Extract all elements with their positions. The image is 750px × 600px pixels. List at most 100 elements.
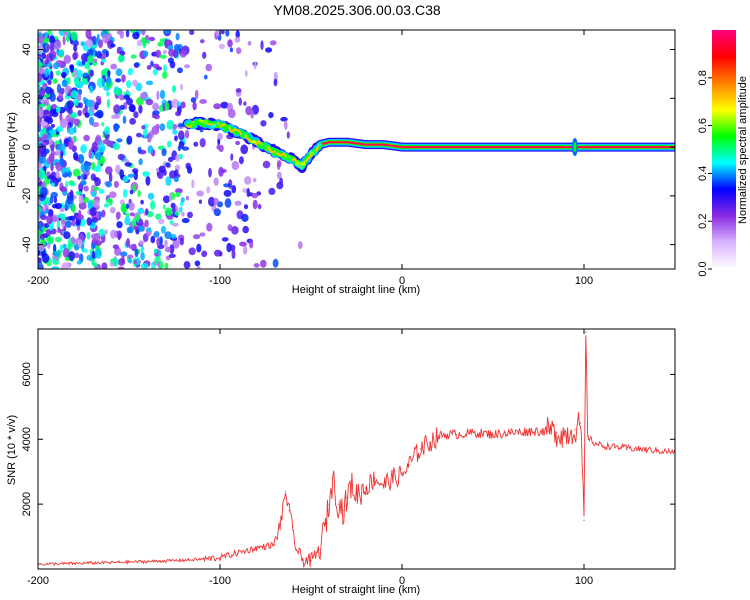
noise-cell [164, 246, 171, 253]
noise-cell [110, 43, 116, 48]
noise-cell [52, 215, 57, 223]
noise-cell [177, 145, 181, 152]
noise-cell [227, 39, 233, 48]
noise-cell [200, 39, 205, 44]
noise-cell [257, 204, 262, 210]
noise-cell [105, 166, 113, 175]
noise-cell [50, 191, 58, 199]
noise-cell [164, 30, 171, 34]
noise-cell [129, 189, 134, 195]
noise-cell [138, 225, 145, 232]
noise-cell [38, 206, 42, 213]
noise-cell [265, 47, 273, 53]
noise-cell [173, 123, 178, 130]
noise-cell [98, 228, 105, 237]
x-tick-label: 100 [575, 575, 593, 587]
noise-cell [112, 257, 119, 267]
noise-cell [227, 108, 236, 119]
noise-cell [46, 214, 53, 225]
noise-cell [214, 249, 222, 257]
x-tick-label: 0 [399, 275, 405, 287]
noise-cell [93, 176, 99, 182]
noise-cell [101, 209, 106, 218]
noise-cell [49, 92, 56, 103]
noise-cell [71, 219, 76, 227]
noise-cell [213, 103, 222, 110]
noise-cell [202, 51, 207, 59]
noise-cell [129, 118, 137, 125]
noise-cell [260, 120, 267, 127]
noise-cell [179, 49, 187, 58]
noise-cell [138, 240, 145, 245]
ridge-spot [251, 140, 257, 144]
snr-data-point [556, 432, 558, 434]
noise-cell [115, 211, 121, 220]
noise-cell [85, 39, 93, 48]
noise-cell [196, 265, 201, 269]
noise-cell [38, 155, 47, 164]
noise-cell [119, 251, 128, 257]
snr-data-point [332, 477, 334, 479]
noise-cell [56, 149, 61, 156]
noise-cell [73, 243, 80, 251]
noise-cell [119, 169, 124, 179]
y-tick-label: 0 [21, 144, 33, 150]
noise-cell [218, 144, 224, 153]
noise-cell [126, 135, 133, 145]
noise-cell [41, 109, 50, 115]
noise-cell [98, 142, 106, 153]
noise-cell [109, 206, 116, 214]
noise-cell [158, 218, 165, 225]
noise-cell [235, 140, 241, 146]
spectrogram-y-ticks: -40 -20 0 20 40 [21, 43, 675, 253]
noise-cell [122, 115, 127, 124]
noise-cell [238, 97, 242, 106]
snr-data-point [301, 558, 303, 560]
ridge-spot [284, 157, 290, 161]
noise-cell [81, 53, 89, 63]
noise-cell [73, 152, 79, 161]
noise-cell [47, 175, 55, 180]
noise-cell [260, 40, 264, 51]
noise-cell [106, 140, 114, 147]
noise-cell [196, 243, 202, 253]
snr-background [38, 329, 675, 569]
noise-cell [132, 183, 136, 194]
noise-cell [65, 220, 72, 228]
noise-cell [91, 242, 96, 250]
noise-cell [221, 237, 229, 242]
noise-cell [53, 62, 60, 70]
noise-cell [56, 49, 64, 57]
noise-cell [96, 50, 103, 59]
noise-cell [213, 197, 219, 205]
noise-cell [127, 254, 134, 259]
noise-cell [44, 93, 51, 98]
noise-cell [276, 171, 282, 180]
noise-cell [150, 61, 154, 67]
noise-cell [119, 104, 125, 110]
noise-cell [163, 64, 167, 73]
noise-cell [48, 129, 57, 135]
noise-cell [247, 40, 252, 46]
noise-cell [131, 218, 137, 228]
noise-cell [286, 131, 290, 139]
noise-cell [220, 30, 225, 35]
y-tick-label: 2000 [21, 492, 33, 516]
ridge-spot [264, 148, 270, 152]
snr-marks [38, 331, 675, 568]
snr-data-point [365, 487, 367, 489]
noise-cell [48, 137, 53, 146]
noise-cell [55, 105, 61, 114]
snr-data-point [383, 484, 385, 486]
noise-cell [108, 198, 113, 206]
noise-cell [44, 59, 49, 65]
ridge-spot [193, 120, 199, 124]
noise-cell [133, 111, 139, 119]
noise-cell [178, 130, 185, 141]
noise-cell [52, 78, 58, 84]
noise-cell [124, 162, 132, 167]
noise-cell [174, 164, 181, 171]
noise-cell [49, 41, 55, 52]
noise-cell [178, 206, 183, 213]
